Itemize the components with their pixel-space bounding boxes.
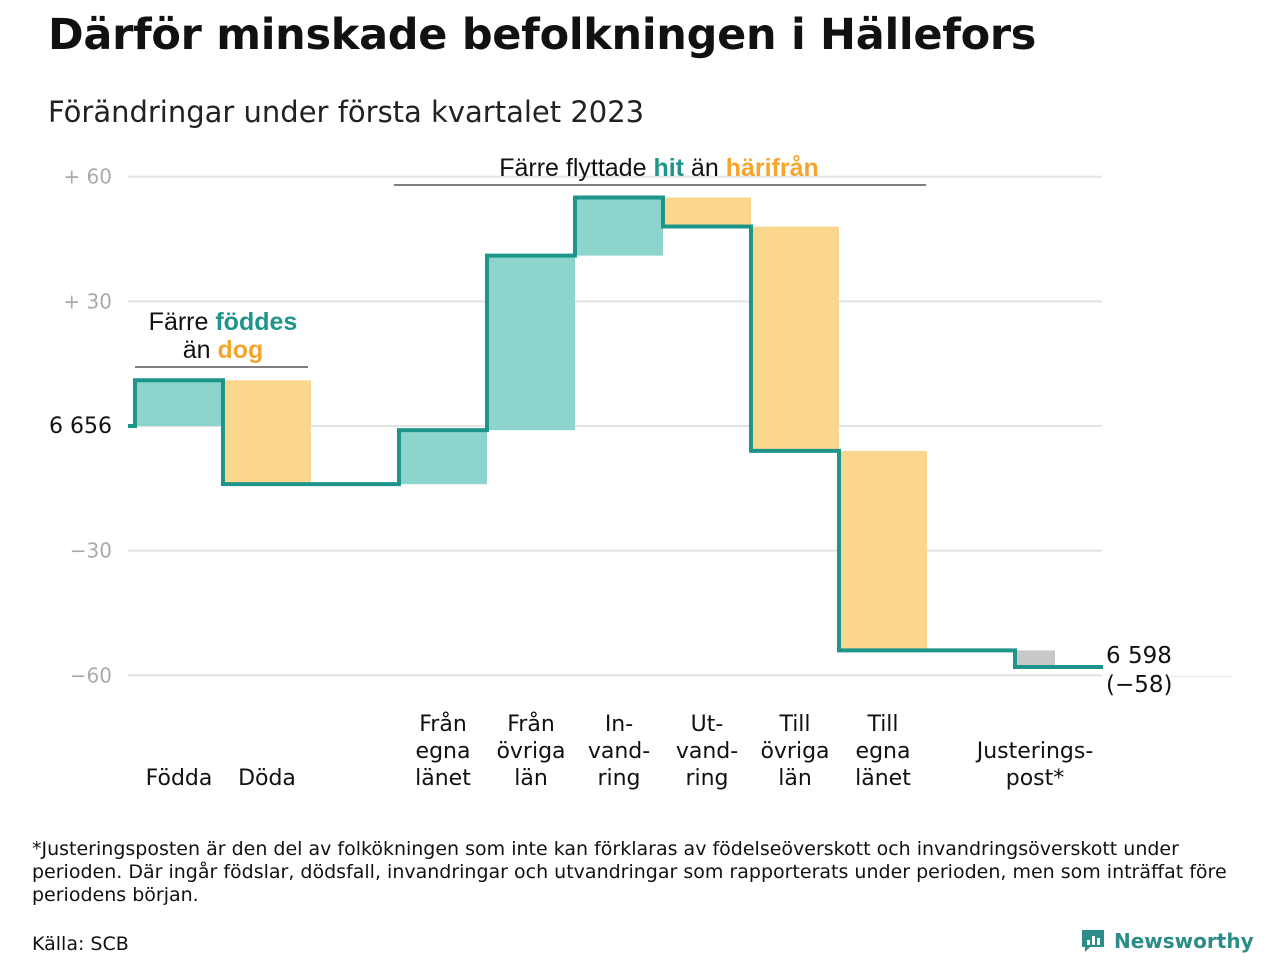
category-labels: Födda Döda Från egna länet Från övriga län In-va…	[146, 711, 1094, 791]
category-label: Döda	[238, 766, 296, 791]
y-tick-label: + 60	[63, 165, 112, 189]
cumulative-step-line	[128, 195, 1103, 669]
category-label: Från övriga län	[496, 711, 565, 791]
end-value-labels: 6 598 (−58)	[1106, 643, 1232, 698]
waterfall-chart: + 60 + 30 6 656 −30 −60 Färre föddes än dog …	[49, 154, 1232, 791]
bar-9	[1017, 650, 1055, 667]
bar-8	[839, 450, 927, 651]
category-label: Till övriga län	[760, 712, 829, 791]
births-annotation-line2: än dog	[183, 336, 264, 364]
bar-2	[223, 380, 311, 485]
y-tick-label: + 30	[63, 289, 112, 313]
bar-4	[487, 255, 575, 431]
category-label: Födda	[146, 766, 213, 791]
y-axis-ticks: + 60 + 30 6 656 −30 −60	[49, 165, 112, 688]
category-label: Från egna länet	[415, 711, 471, 791]
chart-title: Därför minskade befolkningen i Hällefors	[48, 10, 1037, 60]
category-label: Ut-vand-ring	[676, 712, 738, 791]
end-change-label: (−58)	[1106, 672, 1172, 698]
chart-subtitle: Förändringar under första kvartalet 2023	[48, 95, 645, 129]
brand-name: Newsworthy	[1114, 929, 1254, 953]
brand-logo: Newsworthy	[1080, 928, 1254, 954]
moves-annotation: Färre flyttade hit än härifrån	[499, 154, 819, 182]
category-label: Justerings-post*	[975, 739, 1094, 791]
grid-lines	[128, 175, 1102, 677]
y-tick-label: −60	[70, 663, 112, 687]
category-label: Till egna länet	[855, 712, 911, 791]
bar-6	[663, 197, 751, 227]
y-tick-label: −30	[70, 539, 112, 563]
births-annotation-line1: Färre föddes	[149, 308, 298, 336]
end-value-label: 6 598	[1106, 643, 1172, 669]
category-label: In-vand-ring	[588, 712, 650, 791]
source-note: Källa: SCB	[32, 933, 129, 955]
footnote: *Justeringsposten är den del av folkökni…	[32, 838, 1227, 906]
bars	[135, 197, 1055, 667]
bar-5	[575, 197, 663, 256]
annotations: Färre föddes än dog Färre flyttade hit ä…	[135, 154, 926, 368]
y-tick-label: 6 656	[49, 414, 112, 439]
bar-7	[751, 226, 839, 451]
bar-1	[135, 380, 223, 426]
bar-3	[399, 430, 487, 485]
newsworthy-logo-icon	[1082, 930, 1104, 952]
